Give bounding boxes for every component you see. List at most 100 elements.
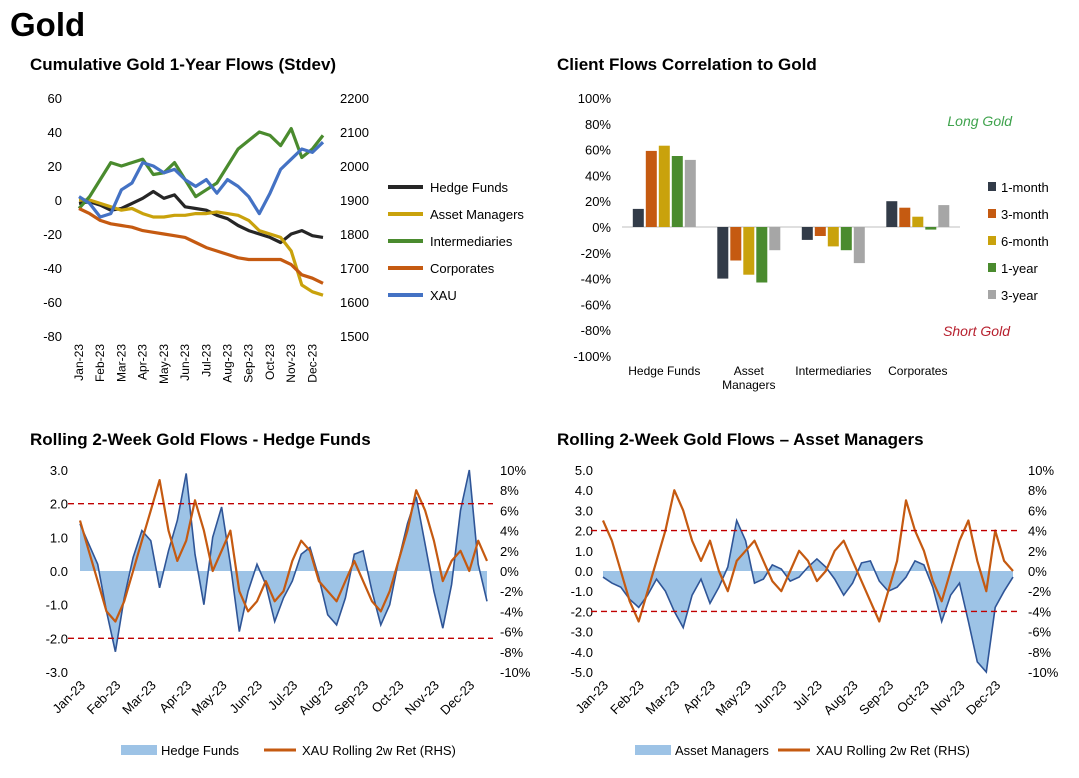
legend-label: XAU Rolling 2w Ret (RHS) [302,743,456,758]
flow-area-line-3 [79,469,488,652]
series-line-4 [78,141,325,219]
y-tick-label-left: -1.0 [46,598,68,613]
bar [814,227,826,236]
y-tick-label-left: 0.0 [575,564,593,579]
y-tick-label: -100% [573,349,611,364]
flow-area-fill-3 [80,470,487,652]
flow-area-line-4 [602,517,1014,674]
legend-label: Asset Managers [675,743,769,758]
category-label: Asset [734,364,765,378]
x-tick-label: Apr-23 [136,344,150,380]
y-tick-label: -60% [581,297,612,312]
chart-4-title: Rolling 2-Week Gold Flows – Asset Manage… [557,430,924,449]
legend-label: Asset Managers [430,207,524,222]
y-tick-label-left: 40 [48,125,62,140]
x-tick-label: Aug-23 [221,344,235,383]
x-tick-label: Oct-23 [894,678,932,716]
legend-swatch [988,263,996,272]
y-tick-label-right: 8% [500,483,519,498]
bar [925,227,937,230]
y-tick-label-right: -4% [500,604,524,619]
x-tick-label: Aug-23 [820,678,860,718]
y-tick-label-left: 20 [48,159,62,174]
y-tick-label-left: 0.0 [50,564,68,579]
x-tick-label: Mar-23 [119,678,159,718]
bar [684,159,696,227]
x-tick-label: Jan-23 [72,344,86,381]
bar [801,227,813,240]
bar [658,145,670,227]
y-tick-label-right: -4% [1028,604,1052,619]
legend-label: XAU Rolling 2w Ret (RHS) [816,743,970,758]
x-tick-label: May-23 [188,678,229,719]
y-tick-label: 100% [578,91,612,106]
y-tick-label-right: -10% [1028,665,1059,680]
y-tick-label-right: 6% [500,503,519,518]
y-tick-label-right: 1600 [340,295,369,310]
category-label: Intermediaries [795,364,871,378]
y-tick-label-right: 1800 [340,227,369,242]
y-tick-label: 80% [585,117,611,132]
y-tick-label: 40% [585,168,611,183]
legend-swatch [988,182,996,191]
y-tick-label-left: 0 [55,193,62,208]
y-tick-label-right: -6% [1028,625,1052,640]
bar [899,207,911,227]
x-tick-label: May-23 [712,678,753,719]
x-tick-label: Sep-23 [331,678,371,718]
y-tick-label-left: -40 [43,261,62,276]
bar [827,227,839,247]
y-tick-label: -80% [581,323,612,338]
x-tick-label: Jun-23 [178,344,192,381]
legend-label: Corporates [430,261,495,276]
y-tick-label-right: -8% [500,645,524,660]
x-tick-label: Dec-23 [963,678,1003,718]
legend-label: 1-month [1001,180,1049,195]
x-tick-label: Jun-23 [751,678,790,717]
y-tick-label-left: 1.0 [575,544,593,559]
y-tick-label-left: 3.0 [50,463,68,478]
legend-label: Intermediaries [430,234,513,249]
xau-return-line-3 [78,479,489,623]
x-tick-label: Mar-23 [114,344,128,382]
x-tick-label: Feb-23 [84,678,124,718]
x-tick-label: Aug-23 [296,678,336,718]
y-tick-label-right: 10% [500,463,526,478]
x-tick-label: Dec-23 [437,678,477,718]
x-tick-label: Sep-23 [856,678,896,718]
y-tick-label-right: 6% [1028,503,1047,518]
y-tick-label-right: 1900 [340,193,369,208]
series-line-2 [77,127,325,210]
series-line-1 [79,198,324,297]
x-tick-label: Jul-23 [199,344,213,377]
x-tick-label: Feb-23 [607,678,647,718]
y-tick-label-right: -6% [500,625,524,640]
bar [840,227,852,251]
y-tick-label-right: 2100 [340,125,369,140]
y-tick-label-left: 3.0 [575,503,593,518]
x-tick-label: Oct-23 [263,344,277,380]
category-label: Corporates [888,364,947,378]
y-tick-label-right: 0% [500,564,519,579]
bar [645,150,657,227]
x-tick-label: Sep-23 [242,344,256,383]
y-tick-label-left: -1.0 [571,584,593,599]
y-tick-label: -20% [581,246,612,261]
long-gold-annotation: Long Gold [947,113,1013,129]
category-label: Managers [722,378,775,392]
y-tick-label-right: 1500 [340,329,369,344]
bar [632,208,644,227]
legend-label: 6-month [1001,234,1049,249]
legend-label: Hedge Funds [161,743,240,758]
x-tick-label: May-23 [157,344,171,384]
page-title: Gold [10,6,86,43]
y-tick-label-left: 60 [48,91,62,106]
chart-2-title: Client Flows Correlation to Gold [557,55,817,74]
y-tick-label-left: 4.0 [575,483,593,498]
y-tick-label: 0% [592,220,611,235]
y-tick-label: 20% [585,194,611,209]
y-tick-label-left: -20 [43,227,62,242]
y-tick-label-left: -5.0 [571,665,593,680]
legend-swatch [988,209,996,218]
